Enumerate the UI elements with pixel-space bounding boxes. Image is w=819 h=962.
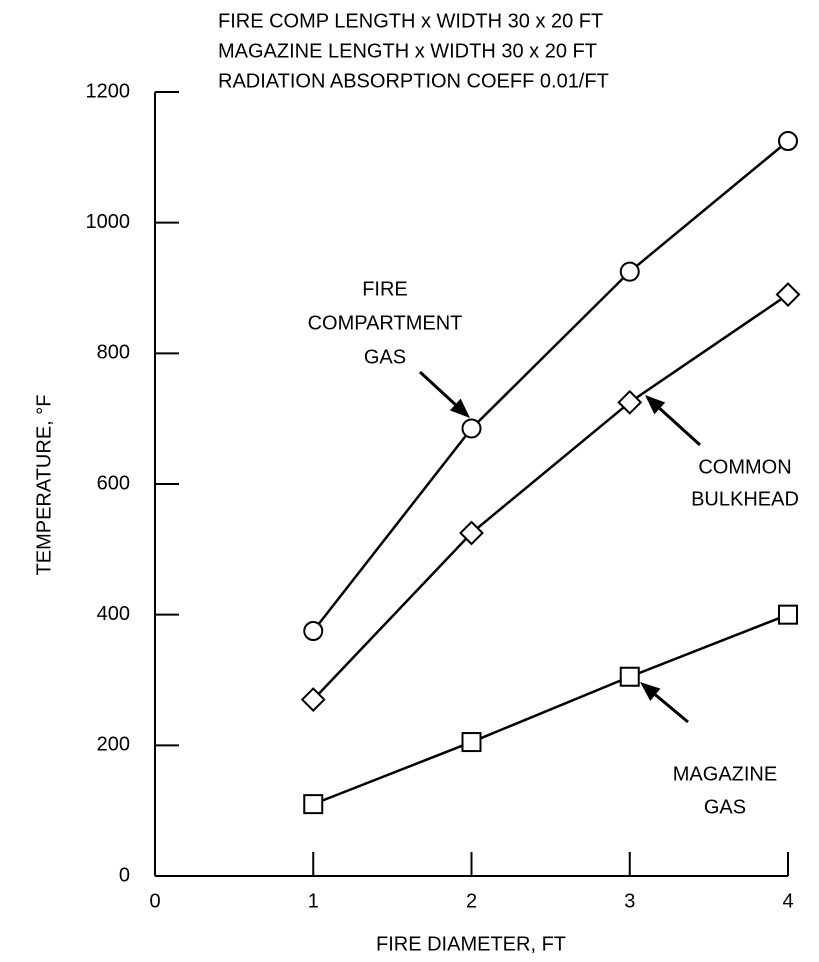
arrow-shaft — [654, 693, 689, 724]
series-label: GAS — [364, 346, 406, 368]
series-label: FIRE — [362, 278, 408, 300]
marker — [619, 261, 640, 282]
marker — [775, 282, 801, 307]
y-tick-label: 600 — [97, 472, 130, 494]
note: RADIATION ABSORPTION COEFF 0.01/FT — [218, 70, 609, 92]
series-line — [312, 293, 789, 701]
marker — [617, 389, 643, 415]
y-axis-label: TEMPERATURE, °F — [33, 395, 55, 576]
y-tick-label: 400 — [97, 603, 130, 625]
y-tick-label: 200 — [97, 734, 130, 756]
marker — [778, 604, 798, 625]
marker — [300, 687, 326, 713]
x-tick-label: 4 — [782, 890, 793, 912]
arrow-head — [449, 398, 470, 418]
arrow-shaft — [418, 370, 457, 406]
arrow-head — [640, 682, 661, 701]
x-tick-label: 2 — [466, 890, 477, 912]
y-tick-label: 800 — [97, 342, 130, 364]
marker — [778, 131, 798, 151]
x-tick-label: 0 — [149, 890, 160, 912]
y-tick-label: 1200 — [86, 80, 131, 102]
series-label: COMPARTMENT — [308, 312, 463, 334]
arrow-head — [645, 395, 666, 415]
marker — [459, 520, 484, 546]
marker — [461, 732, 482, 753]
arrow-shaft — [658, 407, 702, 447]
series-line — [312, 140, 789, 632]
marker — [619, 666, 640, 687]
y-tick-label: 0 — [119, 864, 130, 886]
series-line — [312, 613, 789, 806]
series-label: COMMON — [698, 456, 791, 478]
x-axis-label: FIRE DIAMETER, FT — [376, 933, 566, 955]
y-tick-label: 1000 — [86, 211, 131, 233]
x-tick-label: 3 — [624, 890, 635, 912]
note: MAGAZINE LENGTH x WIDTH 30 x 20 FT — [218, 40, 597, 62]
series-label: GAS — [704, 796, 746, 818]
x-tick-label: 1 — [308, 890, 319, 912]
series-label: MAGAZINE — [673, 763, 777, 785]
series-label: BULKHEAD — [691, 488, 799, 510]
marker — [303, 794, 324, 815]
marker — [461, 418, 482, 439]
marker — [303, 621, 324, 641]
note: FIRE COMP LENGTH x WIDTH 30 x 20 FT — [218, 10, 603, 32]
